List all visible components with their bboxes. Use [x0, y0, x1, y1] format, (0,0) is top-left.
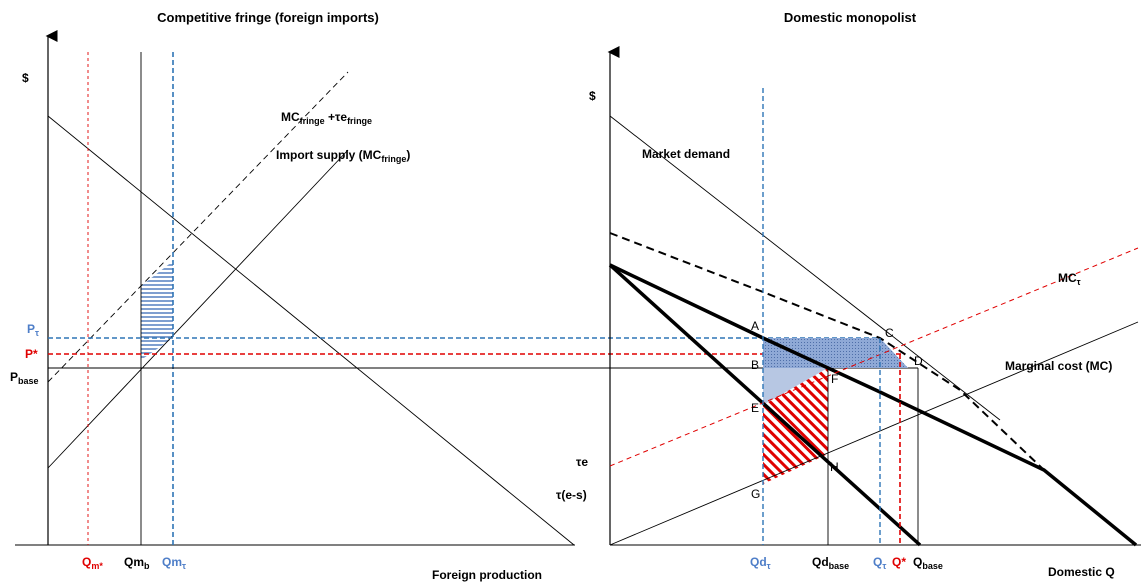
point-h-label: H — [830, 460, 839, 474]
right-y-axis-label: $ — [589, 89, 596, 103]
qd-tau-label: Qdτ — [750, 555, 771, 571]
left-panel: Competitive fringe (foreign imports) $ F… — [10, 10, 575, 582]
p-tau-label: Pτ — [27, 322, 39, 338]
right-panel-title: Domestic monopolist — [784, 10, 917, 25]
p-star-label: P* — [25, 347, 38, 361]
right-panel: Domestic monopolist $ Domestic Q Market … — [556, 10, 1141, 579]
q-base-label: Qbase — [913, 555, 943, 571]
qm-b-label: Qmb — [124, 555, 150, 571]
fringe-demand-line — [47, 115, 575, 546]
point-b-label: B — [751, 358, 759, 372]
point-c-label: C — [885, 326, 894, 340]
market-demand-line — [609, 115, 1001, 421]
left-y-axis-label: $ — [22, 71, 29, 85]
p-base-label: Pbase — [10, 370, 39, 386]
tau-e-label: τe — [576, 455, 588, 469]
point-f-label: F — [831, 372, 838, 386]
qm-tau-label: Qmτ — [162, 555, 186, 571]
left-x-axis-label: Foreign production — [432, 568, 542, 582]
left-panel-title: Competitive fringe (foreign imports) — [157, 10, 379, 25]
point-a-label: A — [751, 319, 759, 333]
residual-demand-thick — [609, 263, 1138, 547]
marginal-revenue-thick — [608, 263, 922, 547]
import-supply-label: Import supply (MCfringe) — [276, 148, 410, 164]
q-star-label: Q* — [892, 555, 906, 569]
market-demand-label: Market demand — [642, 147, 730, 161]
right-x-axis-label: Domestic Q — [1048, 565, 1115, 579]
qm-star-label: Qm* — [82, 555, 103, 571]
red-hatched-area — [763, 368, 828, 484]
marginal-cost-label: Marginal cost (MC) — [1005, 359, 1112, 373]
tau-e-s-label: τ(e-s) — [556, 488, 587, 502]
point-e-label: E — [751, 401, 759, 415]
blue-dotted-area — [763, 338, 908, 368]
mc-fringe-tax-label: MCfringe +τefringe — [281, 110, 372, 126]
qd-base-label: Qdbase — [812, 555, 849, 571]
import-supply-line — [47, 149, 349, 469]
point-g-label: G — [751, 487, 760, 501]
marginal-cost-line — [609, 321, 1139, 546]
mc-tau-label: MCτ — [1058, 271, 1081, 287]
mc-fringe-tax-line — [47, 71, 349, 383]
point-d-label: D — [914, 354, 923, 368]
tax-revenue-striped-area — [141, 261, 173, 360]
q-tau-label: Qτ — [873, 555, 886, 571]
